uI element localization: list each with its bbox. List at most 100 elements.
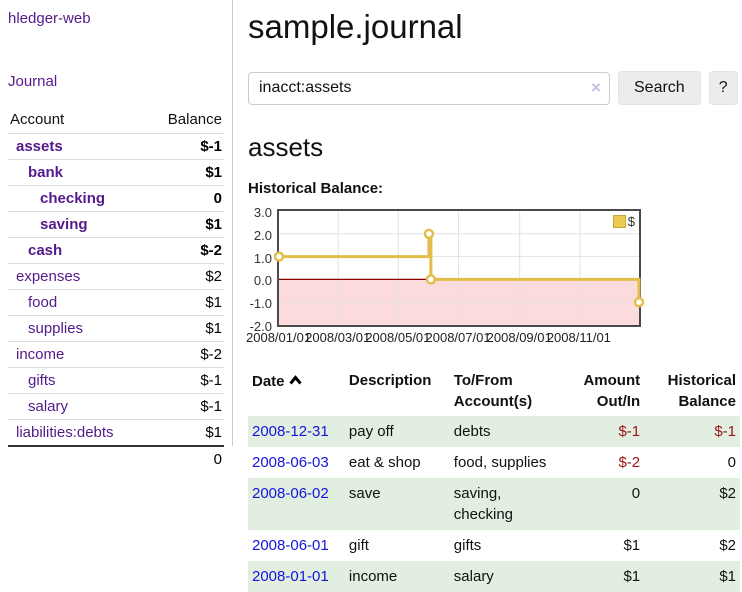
sidebar-item-journal[interactable]: Journal — [8, 73, 58, 90]
account-balance: $1 — [205, 320, 222, 337]
search-input[interactable] — [248, 71, 610, 105]
x-tick-label: 2008/05/01 — [365, 330, 431, 345]
accounts-table: Account Balance assets $-1 bank $1 check… — [8, 107, 224, 472]
account-row: bank $1 — [8, 159, 224, 186]
accounts-header-balance: Balance — [167, 111, 222, 128]
account-balance: $-1 — [200, 398, 222, 415]
account-row: supplies $1 — [8, 315, 224, 342]
transaction-balance: 0 — [727, 454, 736, 471]
transaction-amount: $1 — [623, 537, 641, 554]
accounts-header-row: Account Balance — [8, 107, 224, 134]
account-row: gifts $-1 — [8, 367, 224, 394]
chart-legend: $ — [612, 214, 635, 229]
legend-label: $ — [627, 214, 635, 229]
account-link-supplies[interactable]: supplies — [28, 320, 84, 337]
account-row: expenses $2 — [8, 263, 224, 290]
account-balance: $1 — [205, 164, 222, 181]
account-link-assets[interactable]: assets — [16, 138, 63, 155]
account-balance: $1 — [205, 216, 222, 233]
account-link-income[interactable]: income — [16, 346, 65, 363]
account-link-saving[interactable]: saving — [40, 216, 88, 233]
transaction-accounts: saving, checking — [453, 485, 513, 523]
register-header-accounts: To/From Account(s) — [450, 368, 580, 416]
transaction-amount: $-2 — [618, 454, 641, 471]
account-balance: $1 — [205, 294, 222, 311]
register-row: 2008-06-03 eat & shop food, supplies $-2… — [248, 447, 740, 478]
chart-plot-area: $ — [273, 209, 645, 327]
transaction-balance: $-1 — [714, 423, 736, 440]
transaction-accounts: gifts — [453, 537, 482, 554]
account-balance: $-2 — [200, 242, 222, 259]
transaction-description: gift — [348, 537, 369, 554]
transaction-accounts: food, supplies — [453, 454, 547, 471]
transaction-description: eat & shop — [348, 454, 421, 471]
legend-swatch-icon — [612, 215, 626, 228]
account-balance: $-1 — [200, 372, 222, 389]
register-header-accounts-line1: To/From — [453, 372, 513, 389]
account-link-bank[interactable]: bank — [28, 164, 64, 181]
register-table: Date Description To/From Account(s) Amou… — [248, 368, 740, 592]
y-tick-label: 3.0 — [253, 205, 272, 220]
y-tick-label: 0.0 — [253, 273, 272, 289]
account-link-liabilities-debts[interactable]: liabilities:debts — [16, 424, 114, 441]
transaction-balance: $2 — [719, 485, 736, 502]
transaction-amount: $1 — [623, 568, 641, 585]
transaction-accounts: salary — [453, 568, 494, 585]
account-row: assets $-1 — [8, 133, 224, 160]
x-tick-label: 2008/03/01 — [305, 330, 371, 345]
account-link-checking[interactable]: checking — [40, 190, 106, 207]
transaction-description: income — [348, 568, 398, 585]
register-header-balance-line1: Historical — [667, 372, 736, 389]
account-row: liabilities:debts $1 — [8, 419, 224, 447]
main-content: sample.journal × Search ? assets Histori… — [246, 0, 740, 592]
y-tick-label: 1.0 — [253, 250, 272, 266]
accounts-total-row: 0 — [8, 446, 224, 472]
app-title-link[interactable]: hledger-web — [8, 10, 91, 27]
y-tick-label: -2.0 — [249, 319, 272, 334]
account-balance: 0 — [213, 190, 222, 207]
transaction-date-link[interactable]: 2008-12-31 — [252, 423, 329, 440]
account-row: saving $1 — [8, 211, 224, 238]
sort-ascending-icon — [288, 370, 302, 391]
register-header-amount-line2: Out/In — [596, 393, 641, 410]
register-row: 2008-06-01 gift gifts $1 $2 — [248, 530, 740, 561]
register-header-balance-line2: Balance — [678, 393, 736, 410]
page-title: sample.journal — [248, 8, 463, 45]
chart-svg — [273, 211, 645, 325]
account-link-gifts[interactable]: gifts — [28, 372, 56, 389]
help-button[interactable]: ? — [708, 71, 738, 105]
register-header-description: Description — [348, 372, 432, 389]
register-row: 2008-01-01 income salary $1 $1 — [248, 561, 740, 592]
accounts-header-account: Account — [10, 111, 65, 128]
transaction-description: save — [348, 485, 381, 502]
transaction-date-link[interactable]: 2008-06-02 — [252, 485, 329, 502]
transaction-accounts: debts — [453, 423, 491, 440]
register-header-amount-line1: Amount — [583, 372, 641, 389]
transaction-balance: $2 — [719, 537, 736, 554]
register-header-row: Date Description To/From Account(s) Amou… — [248, 368, 740, 416]
x-tick-label: 2008/07/01 — [425, 330, 491, 345]
account-link-cash[interactable]: cash — [28, 242, 63, 259]
accounts-total-balance: 0 — [213, 451, 222, 468]
account-row: checking 0 — [8, 185, 224, 212]
transaction-amount: $-1 — [618, 423, 641, 440]
account-link-salary[interactable]: salary — [28, 398, 69, 415]
transaction-date-link[interactable]: 2008-01-01 — [252, 568, 329, 585]
x-tick-label: 2008/01/01 — [246, 330, 312, 345]
account-heading: assets — [248, 132, 324, 162]
transaction-date-link[interactable]: 2008-06-03 — [252, 454, 329, 471]
y-tick-label: 2.0 — [253, 227, 272, 243]
register-header-date[interactable]: Date — [248, 368, 345, 416]
account-link-expenses[interactable]: expenses — [16, 268, 81, 285]
register-header-amount: Amount Out/In — [579, 368, 644, 416]
register-row: 2008-12-31 pay off debts $-1 $-1 — [248, 416, 740, 447]
register-header-balance: Historical Balance — [644, 368, 740, 416]
transaction-date-link[interactable]: 2008-06-01 — [252, 537, 329, 554]
search-button[interactable]: Search — [618, 71, 701, 105]
y-tick-label: -1.0 — [249, 296, 272, 312]
account-link-food[interactable]: food — [28, 294, 58, 311]
account-balance: $-2 — [200, 346, 222, 363]
account-row: salary $-1 — [8, 393, 224, 420]
transaction-balance: $1 — [719, 568, 736, 585]
clear-search-icon[interactable]: × — [591, 77, 601, 97]
